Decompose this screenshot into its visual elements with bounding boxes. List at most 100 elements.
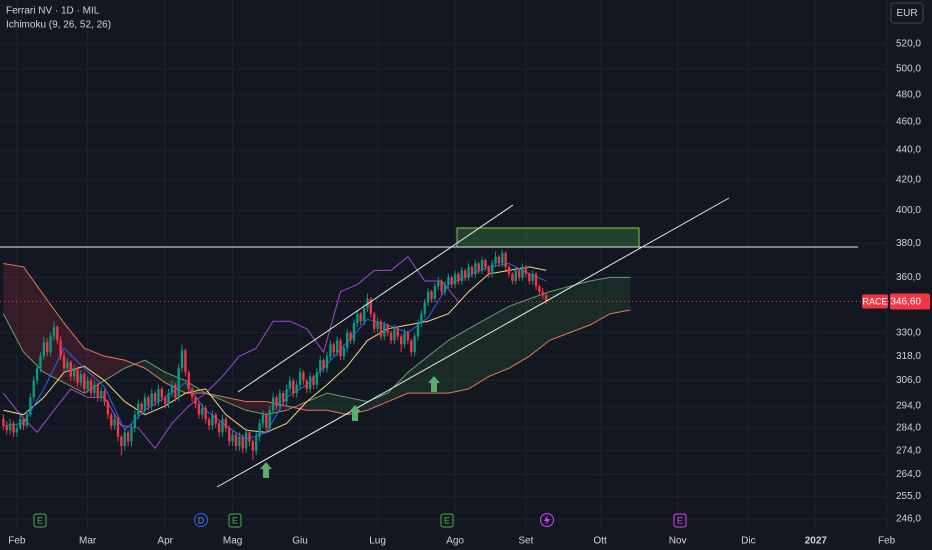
candle-body	[241, 436, 244, 449]
candle-body	[120, 436, 123, 447]
last-price: RACE 346,60	[0, 293, 930, 310]
arrow-up	[260, 462, 272, 478]
event-label[interactable]: E	[232, 515, 238, 525]
candle-body	[79, 374, 83, 383]
candle-body	[278, 393, 282, 406]
candle-body	[137, 403, 140, 415]
event-label[interactable]: D	[198, 515, 205, 525]
candle-body	[12, 423, 15, 433]
candle-body	[56, 326, 59, 341]
candle-body	[292, 380, 295, 394]
symbol-badge	[862, 294, 888, 309]
event-icon[interactable]	[540, 513, 554, 527]
candle-body	[413, 336, 416, 353]
candle-body	[490, 263, 494, 274]
candle-body	[69, 362, 72, 377]
candle-body	[25, 414, 29, 426]
candle-body	[207, 419, 211, 426]
candle-body	[2, 419, 5, 426]
candle-body	[501, 253, 504, 264]
candle-body	[45, 342, 49, 353]
currency[interactable]: EUR	[896, 8, 917, 19]
candle-body	[5, 425, 8, 431]
candle-body	[298, 372, 302, 385]
dividend-icon[interactable]	[544, 515, 550, 525]
candle-body	[447, 277, 450, 285]
candle-body	[72, 368, 76, 377]
cloud-fill	[367, 393, 388, 411]
candle-body	[180, 350, 184, 369]
candle-body	[308, 376, 312, 389]
y-tick-label: 420,0	[896, 174, 921, 185]
candle-body	[76, 368, 79, 383]
event-icon[interactable]	[194, 513, 208, 527]
cloud-fill	[246, 401, 267, 415]
candle-body	[497, 256, 501, 264]
candle-body	[39, 356, 42, 369]
candle-body	[403, 332, 406, 345]
candle-body	[504, 253, 507, 267]
cloud-fill	[488, 306, 510, 377]
candle-body	[35, 368, 39, 381]
x-tick-label: Mar	[79, 536, 97, 547]
cloud-fill	[327, 393, 348, 415]
candle-body	[66, 362, 69, 369]
x-tick-label: Nov	[669, 536, 687, 547]
event-icon[interactable]	[440, 513, 454, 528]
event-label[interactable]: E	[444, 515, 450, 525]
event-label[interactable]: E	[37, 515, 43, 525]
candle-body	[538, 286, 541, 292]
x-tick-label: Feb	[8, 536, 26, 547]
y-tick-label: 460,0	[896, 117, 921, 128]
candle-body	[153, 393, 157, 402]
candle-body	[541, 291, 544, 296]
event-icon[interactable]	[228, 513, 242, 528]
candle-body	[221, 419, 224, 433]
candle-body	[22, 419, 25, 426]
y-tick-label: 246,0	[896, 514, 921, 525]
candle-body	[295, 384, 298, 394]
candle-body	[133, 414, 137, 428]
y-tick-label: 440,0	[896, 145, 921, 156]
y-tick-label: 360,0	[896, 272, 921, 283]
candle-body	[507, 266, 511, 274]
candle-body	[194, 397, 197, 404]
candle-body	[258, 423, 261, 437]
y-tick-label: 400,0	[896, 205, 921, 216]
candle-body	[416, 323, 420, 337]
y-tick-label: 294,0	[896, 401, 921, 412]
candle-body	[480, 260, 484, 271]
candle-body	[325, 356, 329, 369]
candle-body	[15, 427, 19, 433]
event-label[interactable]: E	[677, 515, 683, 525]
candle-body	[420, 313, 423, 324]
candle-body	[174, 384, 177, 398]
candle-body	[386, 325, 389, 333]
cloud-fill	[448, 328, 469, 394]
grid	[0, 0, 890, 530]
candle-body	[379, 321, 383, 337]
candle-body	[251, 441, 255, 451]
cloud-fill	[569, 280, 590, 333]
candle-body	[373, 313, 376, 329]
candle-body	[150, 393, 153, 406]
candle-body	[410, 340, 413, 353]
candle-body	[99, 391, 103, 398]
event-icon[interactable]	[33, 513, 47, 528]
event-icon[interactable]	[673, 513, 687, 528]
candle-body	[329, 344, 332, 357]
candle-body	[514, 270, 517, 281]
candle-body	[106, 401, 110, 415]
y-tick-label: 274,0	[896, 445, 921, 456]
currency-button[interactable]	[890, 2, 924, 24]
x-tick-label: Dic	[741, 536, 755, 547]
x-tick-label: Feb	[878, 536, 896, 547]
candle-body	[96, 384, 99, 398]
candle-body	[389, 332, 393, 341]
candle-body	[255, 436, 258, 451]
y-tick-label: 520,0	[896, 39, 921, 50]
arrow-up	[349, 405, 361, 421]
candle-body	[396, 328, 400, 337]
